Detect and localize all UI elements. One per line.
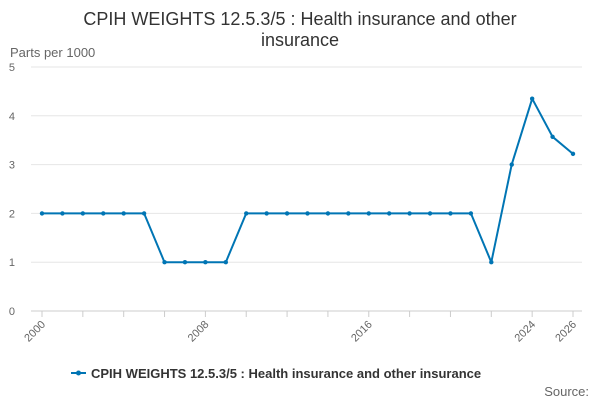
gridlines: [31, 66, 582, 263]
y-tick-label: 3: [9, 160, 15, 172]
data-point[interactable]: [101, 211, 106, 216]
x-tick-label: 2008: [186, 319, 212, 345]
data-point[interactable]: [529, 96, 535, 101]
data-point[interactable]: [325, 211, 331, 216]
x-tick-label: 2026: [553, 319, 579, 345]
x-tick-label: 2000: [22, 319, 48, 345]
data-point[interactable]: [366, 211, 371, 216]
data-point[interactable]: [284, 211, 290, 216]
source-label: Source:: [544, 384, 589, 399]
y-tick-label: 2: [9, 208, 15, 220]
data-point[interactable]: [162, 260, 167, 265]
data-point[interactable]: [427, 211, 433, 216]
chart-title-line-2: insurance: [261, 30, 339, 50]
data-point[interactable]: [60, 211, 65, 216]
data-point[interactable]: [346, 211, 351, 216]
y-tick-label: 1: [9, 257, 15, 269]
data-point[interactable]: [182, 260, 188, 265]
series-layer: [39, 96, 576, 265]
legend[interactable]: CPIH WEIGHTS 12.5.3/5 : Health insurance…: [71, 366, 481, 381]
data-point[interactable]: [223, 260, 229, 265]
data-point[interactable]: [264, 211, 269, 216]
data-point[interactable]: [550, 134, 555, 139]
data-point[interactable]: [386, 211, 392, 216]
axes: 0 1 2 3 4 5 2000 2008 2016 2024 2026: [9, 62, 582, 344]
data-point[interactable]: [305, 211, 310, 216]
y-tick-label: 5: [9, 62, 15, 74]
data-point[interactable]: [121, 211, 126, 216]
data-point[interactable]: [244, 211, 249, 216]
y-tick-label: 0: [9, 306, 15, 318]
y-tick-label: 4: [9, 111, 15, 123]
data-point[interactable]: [468, 211, 474, 216]
legend-label[interactable]: CPIH WEIGHTS 12.5.3/5 : Health insurance…: [91, 366, 481, 381]
data-point[interactable]: [448, 211, 453, 216]
data-point[interactable]: [203, 260, 208, 265]
x-tick-label: 2016: [349, 319, 375, 345]
data-point[interactable]: [407, 211, 412, 216]
data-point[interactable]: [39, 211, 45, 216]
chart-title-line-1: CPIH WEIGHTS 12.5.3/5 : Health insurance…: [83, 9, 516, 29]
data-point[interactable]: [141, 211, 147, 216]
y-axis-label: Parts per 1000: [10, 45, 95, 60]
data-point[interactable]: [489, 260, 494, 265]
data-point[interactable]: [570, 151, 576, 157]
series-line: [42, 97, 574, 264]
x-tick-label: 2024: [512, 319, 538, 345]
data-point[interactable]: [509, 162, 514, 167]
data-point[interactable]: [80, 211, 86, 216]
legend-marker: [76, 370, 81, 376]
